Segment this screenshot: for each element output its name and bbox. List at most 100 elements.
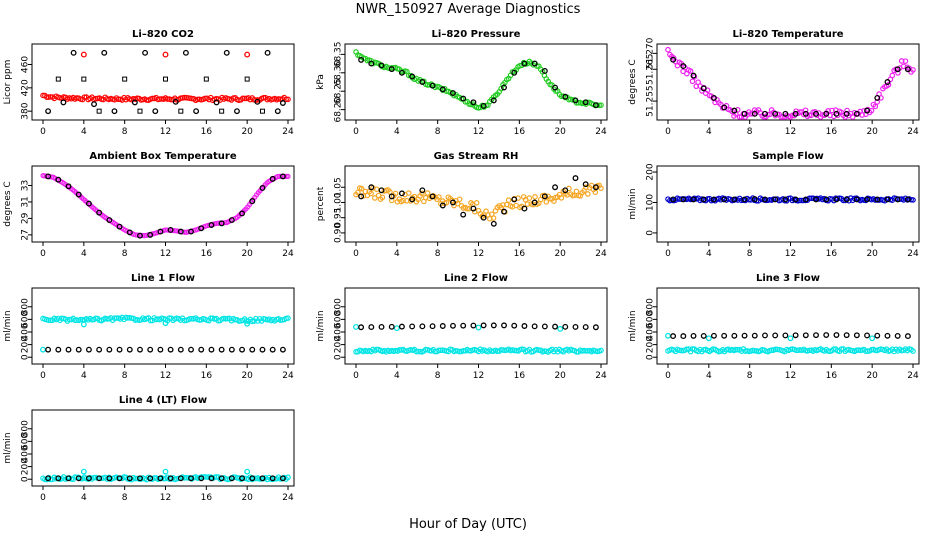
data-point [219, 108, 225, 114]
data-point [439, 323, 446, 329]
data-point [96, 209, 103, 216]
data-point [368, 184, 375, 191]
data-point [460, 95, 467, 102]
y-tick-label: 200 [21, 336, 31, 353]
data-point [177, 228, 184, 235]
data-point [122, 76, 128, 82]
data-point [285, 96, 291, 103]
data-point [269, 346, 276, 353]
x-tick-label: 12 [160, 127, 171, 137]
x-tick-label: 16 [826, 249, 838, 259]
data-point [710, 94, 717, 101]
data-point [85, 475, 92, 482]
x-tick-label: 12 [473, 249, 484, 259]
data-point [751, 196, 758, 203]
data-point [531, 323, 538, 330]
y-tick-label: 0 [334, 354, 344, 360]
data-point [193, 108, 200, 115]
data-point [147, 346, 154, 353]
y-axis-label: ml/min [628, 310, 638, 341]
x-tick-label: 4 [81, 127, 87, 137]
x-tick-label: 8 [122, 371, 128, 381]
data-point [182, 49, 189, 56]
data-point [511, 322, 518, 329]
data-point [147, 475, 154, 482]
figure-title: NWR_150927 Average Diagnostics [355, 2, 581, 17]
y-tick-label: 0 [646, 230, 656, 236]
data-point [162, 51, 169, 58]
data-point [532, 194, 538, 200]
panel-title: Line 2 Flow [444, 273, 508, 284]
data-point [582, 324, 589, 331]
y-tick-label: 68.30 [334, 60, 344, 86]
data-point [787, 335, 794, 342]
data-point [690, 72, 697, 79]
data-point [228, 346, 235, 353]
data-point [198, 225, 205, 232]
x-tick-label: 8 [435, 249, 441, 259]
panel-title: Line 1 Flow [131, 273, 195, 284]
data-point [910, 197, 916, 203]
data-point [823, 332, 830, 338]
data-point [864, 196, 871, 203]
data-point [802, 110, 809, 117]
data-point [223, 49, 230, 56]
data-point [372, 195, 378, 201]
data-point [736, 114, 743, 120]
data-point [592, 184, 599, 191]
y-tick-label: 200 [646, 336, 656, 353]
y-tick-label: 600 [21, 433, 31, 450]
data-point [894, 196, 901, 203]
panel-3: Li–820 Temperature degrees C 0 4 8 12 16 20 24 51… [628, 29, 920, 137]
data-point [531, 60, 538, 67]
data-point [762, 110, 768, 117]
data-point [239, 95, 246, 102]
x-axis-title: Hour of Day (UTC) [409, 517, 527, 532]
data-point [592, 324, 599, 331]
data-point [368, 324, 375, 331]
data-point [269, 475, 276, 482]
data-point [490, 215, 497, 221]
x-tick-label: 8 [122, 249, 128, 259]
data-point [833, 110, 840, 117]
data-point [734, 107, 741, 113]
data-point [187, 316, 193, 322]
data-point [85, 346, 92, 353]
data-point [163, 76, 168, 82]
data-point [55, 475, 62, 482]
data-point [234, 108, 240, 115]
y-tick-label: 0.90 [334, 223, 344, 243]
y-tick-label: 68.35 [334, 41, 344, 67]
x-tick-label: 16 [514, 249, 526, 259]
x-tick-label: 8 [747, 127, 753, 137]
data-point [582, 99, 589, 106]
data-point [137, 475, 143, 482]
data-point [762, 196, 768, 203]
data-point [239, 210, 246, 217]
data-point [249, 198, 256, 205]
x-tick-label: 24 [595, 249, 607, 259]
data-point [475, 324, 482, 331]
panel-title: Li–820 Temperature [732, 29, 843, 40]
data-point [81, 76, 87, 82]
data-point [572, 175, 579, 182]
data-point [456, 196, 463, 203]
x-tick-label: 24 [282, 371, 294, 381]
data-point [765, 111, 771, 118]
data-point [244, 320, 251, 327]
data-point [806, 195, 813, 202]
data-point [398, 323, 405, 330]
data-point [802, 332, 809, 339]
data-point [429, 323, 436, 330]
x-tick-label: 16 [826, 371, 838, 381]
data-point [424, 190, 431, 196]
y-tick-label: 800 [21, 420, 31, 437]
data-point [368, 190, 374, 197]
y-tick-label: 51.265 [646, 54, 656, 86]
data-point [864, 107, 871, 114]
x-tick-label: 0 [40, 249, 46, 259]
data-point [96, 108, 102, 114]
data-point [80, 468, 87, 475]
